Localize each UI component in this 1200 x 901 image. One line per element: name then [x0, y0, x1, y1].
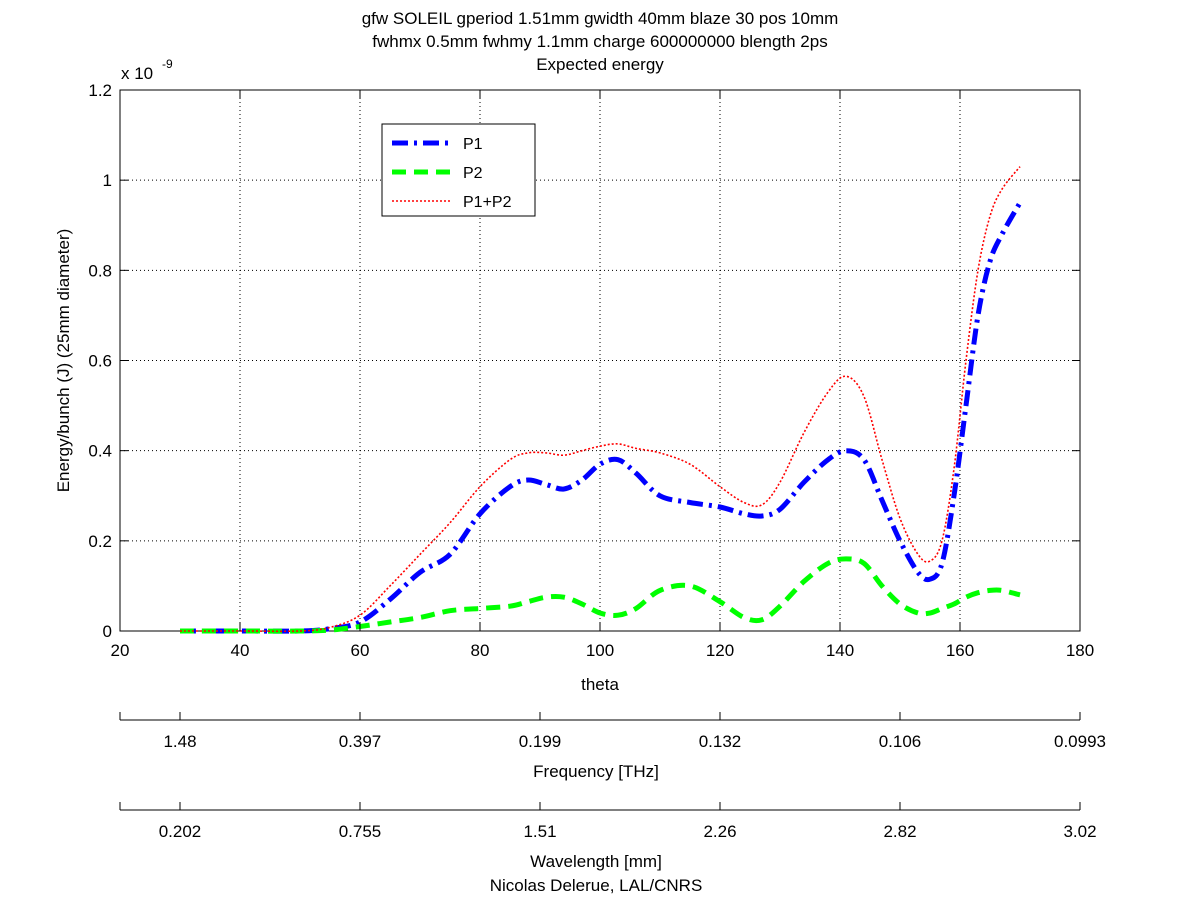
y-tick-label: 1.2: [88, 81, 112, 100]
secondary-axes: 1.48 0.397 0.199 0.132 0.106 0.0993 Frequency …: [119, 712, 1106, 871]
x-tick-label: 80: [471, 641, 490, 660]
y-exponent-label: x 10 -9: [121, 57, 173, 83]
y-tick-label: 0.6: [88, 352, 112, 371]
secondary-tick-label: 0.755: [339, 822, 382, 841]
axis-ticks: 20 40 60 80 100 120 140 160 180 0 0.2 0.4 0.6 0.8 1 1.2: [88, 81, 1094, 660]
x-tick-label: 180: [1066, 641, 1094, 660]
x-tick-label: 60: [351, 641, 370, 660]
title-line: Expected energy: [536, 55, 664, 74]
secondary-tick-label: 0.397: [339, 732, 382, 751]
x-tick-label: 100: [586, 641, 614, 660]
y-exponent-base: x 10: [121, 64, 153, 83]
legend: P1 P2 P1+P2: [381, 123, 536, 217]
y-tick-label: 0.8: [88, 261, 112, 280]
secondary-tick-label: 1.48: [163, 732, 196, 751]
y-tick-label: 0.4: [88, 442, 112, 461]
secondary-tick-label: 2.82: [883, 822, 916, 841]
series-line-p1-p2: [179, 166, 1021, 633]
title-line: gfw SOLEIL gperiod 1.51mm gwidth 40mm bl…: [362, 9, 839, 28]
y-axis-label: Energy/bunch (J) (25mm diameter): [54, 229, 73, 493]
y-tick-label: 1: [103, 171, 112, 190]
x-tick-label: 160: [946, 641, 974, 660]
secondary-tick-label: 2.26: [703, 822, 736, 841]
secondary-tick-label: 0.132: [699, 732, 742, 751]
secondary-tick-label: 3.02: [1063, 822, 1096, 841]
secondary-tick-label: 0.199: [519, 732, 562, 751]
secondary-tick-label: 0.0993: [1054, 732, 1106, 751]
secondary-tick-label: 0.202: [159, 822, 202, 841]
series-layer: [179, 166, 1023, 634]
x-axis-label: theta: [581, 675, 619, 694]
footer-credit: Nicolas Delerue, LAL/CNRS: [490, 876, 703, 895]
chart-title: gfw SOLEIL gperiod 1.51mm gwidth 40mm bl…: [362, 9, 839, 74]
legend-box: [381, 123, 536, 217]
series-line-p2: [179, 556, 1021, 634]
x-tick-label: 20: [111, 641, 130, 660]
secondary-tick-label: 0.106: [879, 732, 922, 751]
legend-label: P2: [463, 165, 483, 182]
legend-label: P1: [463, 136, 483, 153]
y-tick-label: 0.2: [88, 532, 112, 551]
y-exponent-power: -9: [162, 57, 173, 71]
x-tick-label: 140: [826, 641, 854, 660]
x-tick-label: 120: [706, 641, 734, 660]
secondary-tick-label: 1.51: [523, 822, 556, 841]
secondary-axis-label: Wavelength [mm]: [530, 852, 662, 871]
secondary-axis-label: Frequency [THz]: [533, 762, 659, 781]
legend-label: P1+P2: [463, 194, 512, 211]
y-tick-label: 0: [103, 622, 112, 641]
x-tick-label: 40: [231, 641, 250, 660]
series-line-p1: [179, 201, 1023, 634]
title-line: fwhmx 0.5mm fwhmy 1.1mm charge 600000000…: [372, 32, 827, 51]
grid: [120, 90, 1080, 631]
